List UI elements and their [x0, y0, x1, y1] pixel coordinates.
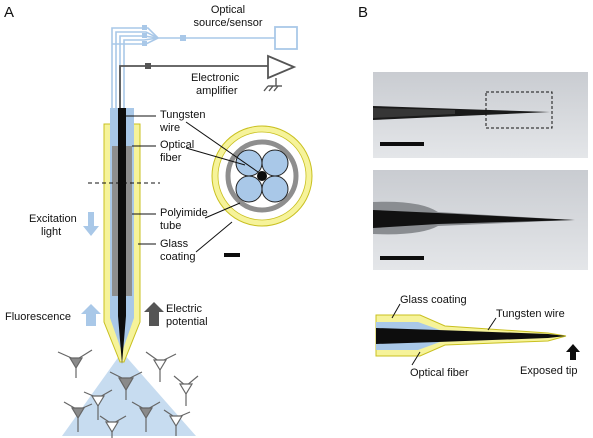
- b-exposed-tip-label: Exposed tip: [520, 365, 577, 377]
- optical-source-label-2: source/sensor: [193, 17, 262, 29]
- optical-fiber-label-2: fiber: [160, 152, 182, 164]
- electric-potential-arrow: [144, 302, 164, 326]
- glass-label-1: Glass: [160, 238, 189, 250]
- optical-source-label-1: Optical: [211, 4, 245, 16]
- wire-connector: [145, 63, 151, 69]
- neuron: [173, 375, 199, 406]
- tungsten-label-1: Tungsten: [160, 109, 205, 121]
- tungsten-label-2: wire: [159, 122, 180, 134]
- neuron: [83, 389, 113, 420]
- excitation-label-2: light: [41, 226, 61, 238]
- panel-label-b: B: [358, 4, 368, 21]
- neurons: [57, 349, 199, 438]
- electronic-label-2: amplifier: [196, 85, 238, 97]
- scale-bar-b2: [380, 256, 424, 260]
- neuron: [163, 409, 191, 436]
- electronic-wire: [119, 65, 268, 108]
- electric-label-2: potential: [166, 316, 208, 328]
- illumination-cone: [62, 352, 196, 436]
- fluorescence-arrow: [81, 304, 101, 326]
- excitation-arrow: [83, 212, 99, 236]
- panel-label-a: A: [4, 4, 14, 21]
- fluorescence-label: Fluorescence: [5, 311, 71, 323]
- b-tungsten-wire-label: Tungsten wire: [496, 308, 565, 320]
- neuron: [57, 349, 93, 378]
- optical-fiber-label-1: Optical: [160, 139, 194, 151]
- scale-bar-a: [224, 253, 240, 257]
- neuron: [63, 401, 93, 432]
- amplifier-triangle: [267, 54, 297, 80]
- neuron: [99, 415, 127, 438]
- polyimide-label-1: Polyimide: [160, 207, 208, 219]
- fiber-connectors: [142, 25, 186, 46]
- polyimide-label-2: tube: [160, 220, 181, 232]
- micrograph-high-mag: [373, 170, 588, 270]
- tip-leaders: [391, 303, 497, 366]
- neuron: [109, 371, 143, 400]
- fiber-bundle: [111, 27, 275, 108]
- excitation-label-1: Excitation: [29, 213, 77, 225]
- leader-lines: [126, 115, 259, 253]
- micrograph-low-mag: [373, 72, 588, 158]
- electric-label-1: Electric: [166, 303, 203, 315]
- electronic-label-1: Electronic: [191, 72, 240, 84]
- neuron: [145, 351, 177, 382]
- b-glass-coating-label: Glass coating: [400, 294, 467, 306]
- optical-source-box: [274, 26, 298, 50]
- tip-schematic: [375, 314, 580, 360]
- b-optical-fiber-label: Optical fiber: [410, 367, 469, 379]
- ground-symbol: [263, 78, 282, 92]
- cross-section: [211, 125, 313, 227]
- scale-bar-b1: [380, 142, 424, 146]
- glass-label-2: coating: [160, 251, 195, 263]
- neuron: [131, 401, 161, 432]
